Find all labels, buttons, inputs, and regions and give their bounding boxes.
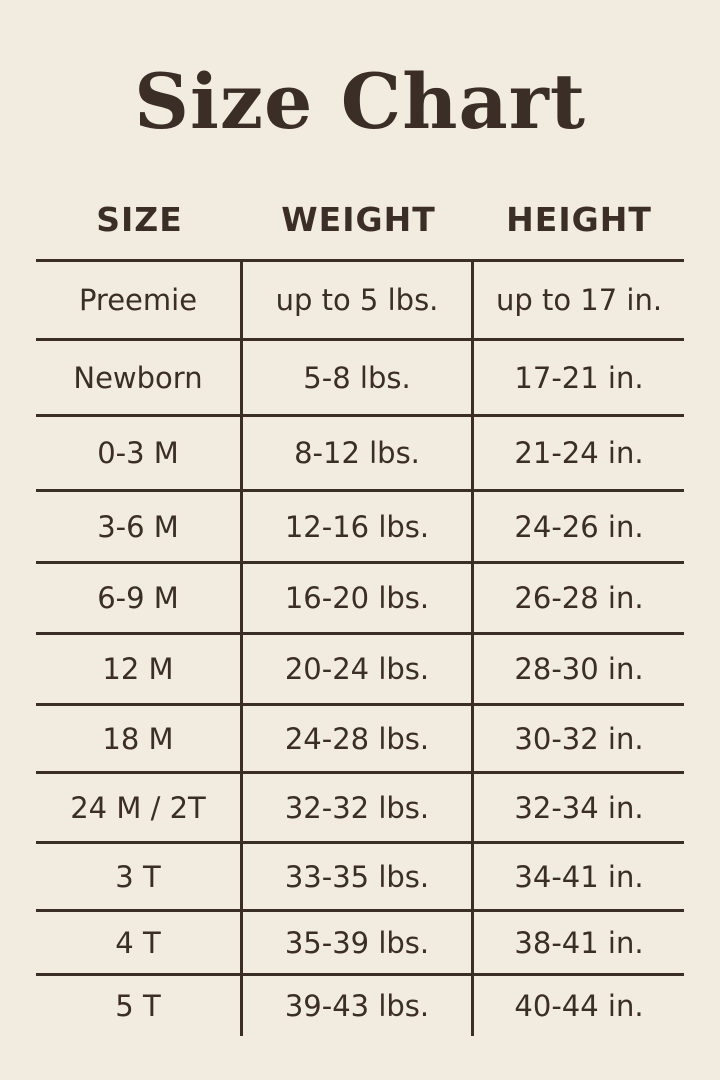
height-cell: 28-30 in. <box>474 635 684 706</box>
size-cell: 3 T <box>36 844 243 912</box>
size-cell: 6-9 M <box>36 564 243 635</box>
page-title: Size Chart <box>134 57 586 146</box>
size-cell: 4 T <box>36 912 243 976</box>
weight-cell: 32-32 lbs. <box>243 774 474 844</box>
weight-cell: 20-24 lbs. <box>243 635 474 706</box>
height-cell: 32-34 in. <box>474 774 684 844</box>
header-height: HEIGHT <box>506 200 652 239</box>
header-weight: WEIGHT <box>281 200 436 239</box>
size-cell: 18 M <box>36 706 243 774</box>
height-cell: 30-32 in. <box>474 706 684 774</box>
height-cell: 26-28 in. <box>474 564 684 635</box>
size-cell: 0-3 M <box>36 417 243 492</box>
height-cell: 40-44 in. <box>514 989 644 1023</box>
size-cell: 3-6 M <box>36 492 243 564</box>
height-cell: 17-21 in. <box>474 341 684 417</box>
size-cell: Preemie <box>36 262 243 341</box>
weight-cell: 8-12 lbs. <box>243 417 474 492</box>
height-cell: up to 17 in. <box>474 262 684 341</box>
weight-cell: 12-16 lbs. <box>243 492 474 564</box>
height-cell: 21-24 in. <box>474 417 684 492</box>
weight-cell: up to 5 lbs. <box>243 262 474 341</box>
weight-cell: 5-8 lbs. <box>243 341 474 417</box>
height-cell: 34-41 in. <box>474 844 684 912</box>
size-cell: 5 T <box>36 976 243 1036</box>
height-cell: 24-26 in. <box>474 492 684 564</box>
header-size: SIZE <box>96 200 183 239</box>
table-header: SIZE WEIGHT HEIGHT <box>36 195 684 245</box>
size-table: Preemie up to 5 lbs. up to 17 in. Newborn 5-… <box>36 259 684 1036</box>
weight-cell: 24-28 lbs. <box>243 706 474 774</box>
size-cell: 24 M / 2T <box>36 774 243 844</box>
size-cell: 12 M <box>36 635 243 706</box>
weight-cell: 35-39 lbs. <box>243 912 474 976</box>
weight-cell: 16-20 lbs. <box>243 564 474 635</box>
height-cell: 38-41 in. <box>474 912 684 976</box>
weight-cell: 39-43 lbs. <box>243 976 474 1036</box>
size-cell: Newborn <box>36 341 243 417</box>
weight-cell: 33-35 lbs. <box>243 844 474 912</box>
